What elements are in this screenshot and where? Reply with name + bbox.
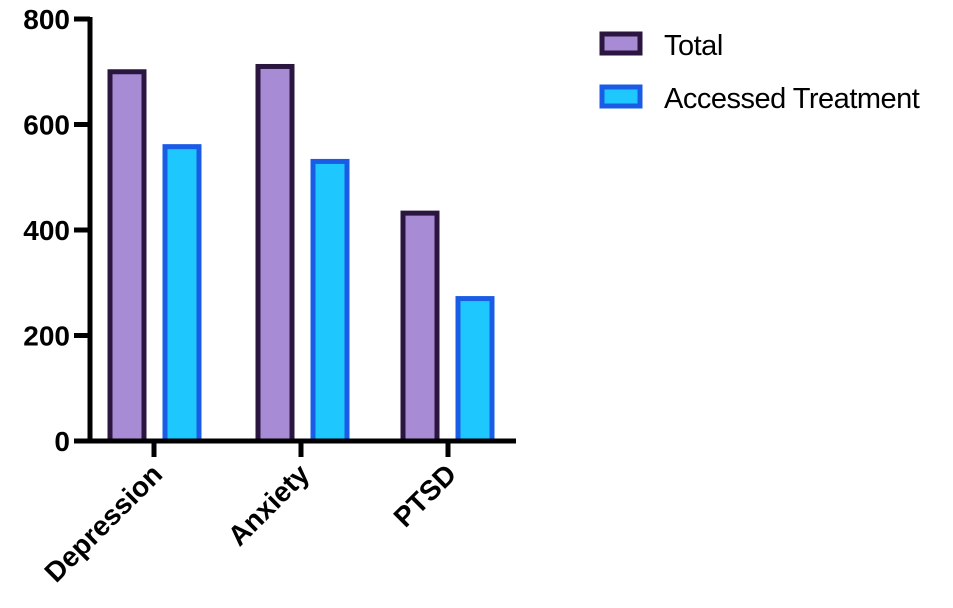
bar-depression-total — [107, 69, 147, 444]
x-axis: Depression Anxiety PTSD — [38, 441, 462, 588]
bar-anxiety-total — [255, 63, 295, 444]
y-tick-label: 600 — [23, 110, 70, 141]
legend-label-total: Total — [664, 30, 723, 62]
y-axis: 0 200 400 600 800 — [23, 4, 90, 457]
bar-ptsd-total — [400, 210, 440, 444]
bar-depression-accessed-treatment — [162, 144, 202, 444]
x-category-label: Depression — [38, 458, 168, 588]
legend-swatch-total — [599, 31, 643, 56]
y-tick-label: 0 — [54, 426, 70, 457]
bar-anxiety-accessed-treatment — [310, 158, 350, 444]
x-category-label: PTSD — [388, 458, 463, 533]
y-tick-label: 800 — [23, 4, 70, 35]
legend-label-accessed-treatment: Accessed Treatment — [664, 83, 920, 115]
y-tick-label: 400 — [23, 215, 70, 246]
bar-ptsd-accessed-treatment — [455, 296, 495, 444]
x-category-label: Anxiety — [222, 458, 316, 552]
legend: Total Accessed Treatment — [599, 30, 920, 115]
y-tick-label: 200 — [23, 321, 70, 352]
legend-swatch-accessed-treatment — [599, 84, 643, 109]
bars-group — [107, 63, 495, 444]
